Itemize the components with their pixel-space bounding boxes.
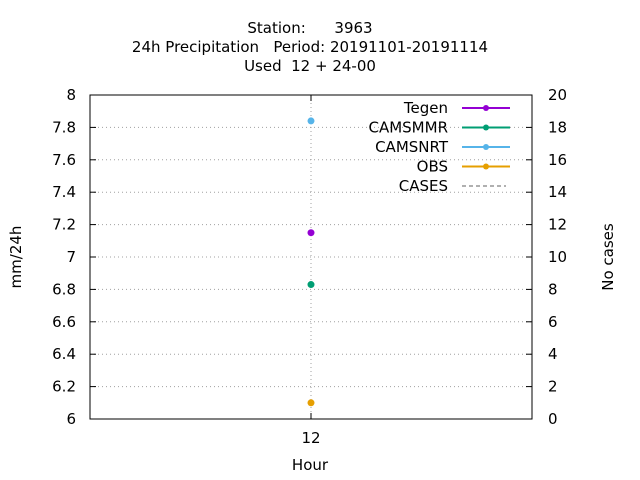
y-tick-label: 7.8	[52, 118, 76, 136]
y2-tick-label: 4	[548, 345, 558, 363]
y-tick-label: 7.2	[52, 216, 76, 234]
legend-label-cases: CASES	[399, 177, 448, 195]
legend-label-tegen: Tegen	[403, 99, 448, 117]
title-line-2: 24h Precipitation Period: 20191101-20191…	[132, 38, 488, 56]
point-tegen	[307, 229, 315, 237]
legend-label-camsmmr: CAMSMMR	[368, 119, 448, 137]
legend-marker-tegen	[483, 105, 489, 111]
x-axis-label: Hour	[292, 456, 329, 474]
legend-label-obs: OBS	[417, 158, 448, 176]
y-tick-label: 7	[66, 248, 76, 266]
y-tick-label: 6.4	[52, 345, 76, 363]
data-points	[307, 117, 315, 407]
legend-marker-camsnrt	[483, 144, 489, 150]
point-obs	[307, 399, 315, 407]
y-axis-ticks: 6 6.2 6.4 6.6 6.8 7 7.2 7.4 7.6 7.8 8	[52, 86, 96, 428]
title-line-3: Used 12 + 24-00	[244, 57, 376, 75]
legend-label-camsnrt: CAMSNRT	[375, 138, 449, 156]
y2-tick-label: 20	[548, 86, 567, 104]
y-tick-label: 6.8	[52, 280, 76, 298]
y2-tick-label: 18	[548, 118, 567, 136]
y-tick-label: 6	[66, 410, 76, 428]
y2-tick-label: 10	[548, 248, 567, 266]
y-tick-label: 7.4	[52, 183, 76, 201]
y2-axis-label: No cases	[599, 223, 617, 291]
y2-tick-label: 2	[548, 378, 558, 396]
legend-marker-camsmmr	[483, 124, 489, 131]
y2-tick-label: 0	[548, 410, 558, 428]
y2-tick-label: 8	[548, 280, 558, 298]
y-tick-label: 8	[66, 86, 76, 104]
plot-frame	[89, 94, 533, 420]
legend-marker-obs	[483, 163, 489, 170]
y2-axis-ticks: 0 2 4 6 8 10 12 14 16 18 20	[526, 86, 567, 428]
y-tick-label: 6.6	[52, 313, 76, 331]
point-camsmmr	[307, 281, 315, 289]
x-tick-label: 12	[301, 429, 320, 447]
point-camsnrt	[307, 117, 315, 125]
x-axis-ticks: 12	[301, 95, 321, 447]
y2-tick-label: 12	[548, 216, 567, 234]
y2-tick-label: 14	[548, 183, 567, 201]
y2-tick-label: 16	[548, 151, 567, 169]
chart-title: Station: 3963 24h Precipitation Period: …	[132, 19, 488, 75]
y-tick-label: 7.6	[52, 151, 76, 169]
title-line-1: Station: 3963	[247, 19, 372, 37]
y-axis-label: mm/24h	[7, 226, 25, 289]
y-tick-label: 6.2	[52, 378, 76, 396]
grid-lines	[90, 95, 532, 419]
y2-tick-label: 6	[548, 313, 558, 331]
